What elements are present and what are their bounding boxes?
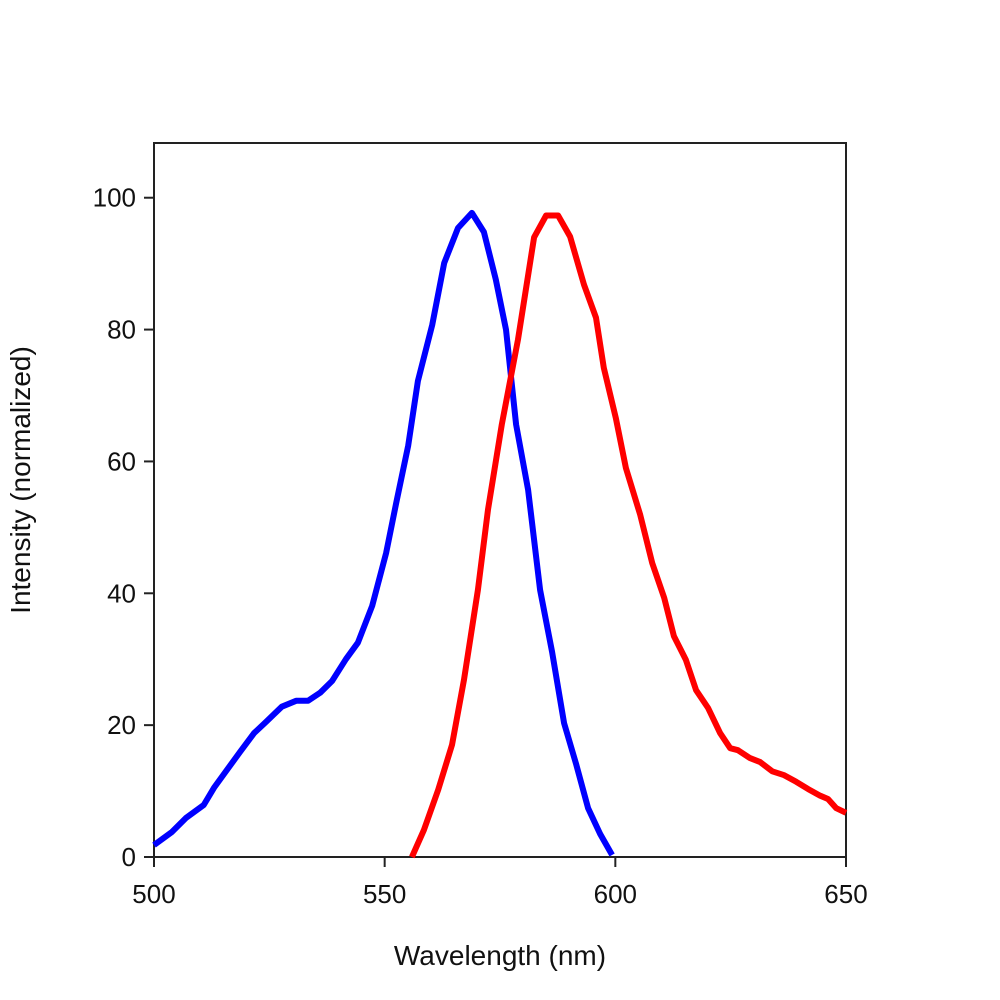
series-line-1	[152, 209, 615, 857]
y-tick-label: 60	[107, 446, 136, 476]
y-tick-label: 0	[122, 842, 136, 872]
x-axis-label: Wavelength (nm)	[394, 940, 606, 971]
y-tick-label: 40	[107, 578, 136, 608]
plot-border	[153, 142, 847, 858]
y-tick-label: 20	[107, 710, 136, 740]
series-line-2	[409, 212, 848, 859]
y-axis-label: Intensity (normalized)	[5, 346, 36, 614]
x-tick-label: 650	[824, 879, 867, 909]
ticks-group: 500 550 600 650 0 20 40 60 80 100	[93, 183, 868, 909]
y-tick-label: 80	[107, 315, 136, 345]
y-tick-label: 100	[93, 183, 136, 213]
plot-frame	[153, 142, 847, 858]
x-tick-label: 500	[132, 879, 175, 909]
x-tick-label: 600	[594, 879, 637, 909]
x-tick-label: 550	[363, 879, 406, 909]
series-group	[152, 209, 848, 859]
